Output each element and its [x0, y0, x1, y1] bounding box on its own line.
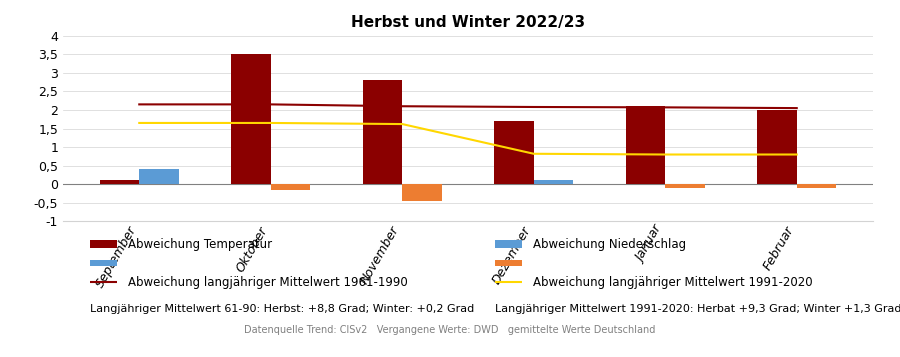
Bar — [626, 106, 665, 184]
Bar — [757, 110, 796, 184]
Bar — [140, 169, 179, 184]
Text: Datenquelle Trend: ClSv2   Vergangene Werte: DWD   gemittelte Werte Deutschland: Datenquelle Trend: ClSv2 Vergangene Wert… — [244, 325, 656, 335]
Bar — [494, 121, 534, 184]
Bar — [534, 181, 573, 184]
Bar — [796, 184, 836, 188]
Bar — [271, 184, 310, 190]
Title: Herbst und Winter 2022/23: Herbst und Winter 2022/23 — [351, 15, 585, 30]
Bar — [665, 184, 705, 188]
Bar — [402, 184, 442, 201]
Bar — [363, 80, 402, 184]
Bar — [231, 54, 271, 184]
Text: Langjähriger Mittelwert 1991-2020: Herbat +9,3 Grad; Winter +1,3 Grad: Langjähriger Mittelwert 1991-2020: Herba… — [495, 304, 900, 314]
Text: Abweichung langjähriger Mittelwert 1991-2020: Abweichung langjähriger Mittelwert 1991-… — [533, 276, 813, 289]
Text: Abweichung langjähriger Mittelwert 1961-1990: Abweichung langjähriger Mittelwert 1961-… — [128, 276, 408, 289]
Bar — [100, 181, 140, 184]
Text: Abweichung Niederschlag: Abweichung Niederschlag — [533, 238, 686, 251]
Text: Abweichung Temperatur: Abweichung Temperatur — [128, 238, 272, 251]
Text: Langjähriger Mittelwert 61-90: Herbst: +8,8 Grad; Winter: +0,2 Grad: Langjähriger Mittelwert 61-90: Herbst: +… — [90, 304, 474, 314]
